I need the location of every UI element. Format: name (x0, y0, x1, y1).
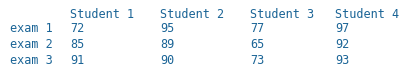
Text: Student 2: Student 2 (160, 8, 224, 21)
Text: Student 3: Student 3 (249, 8, 313, 21)
Text: Student 4: Student 4 (334, 8, 398, 21)
Text: 65: 65 (249, 38, 264, 51)
Text: exam 1: exam 1 (10, 22, 53, 35)
Text: 77: 77 (249, 22, 264, 35)
Text: 92: 92 (334, 38, 348, 51)
Text: exam 2: exam 2 (10, 38, 53, 51)
Text: 73: 73 (249, 54, 264, 67)
Text: 85: 85 (70, 38, 84, 51)
Text: 97: 97 (334, 22, 348, 35)
Text: 90: 90 (160, 54, 174, 67)
Text: Student 1: Student 1 (70, 8, 134, 21)
Text: 91: 91 (70, 54, 84, 67)
Text: 89: 89 (160, 38, 174, 51)
Text: exam 3: exam 3 (10, 54, 53, 67)
Text: 95: 95 (160, 22, 174, 35)
Text: 72: 72 (70, 22, 84, 35)
Text: 93: 93 (334, 54, 348, 67)
